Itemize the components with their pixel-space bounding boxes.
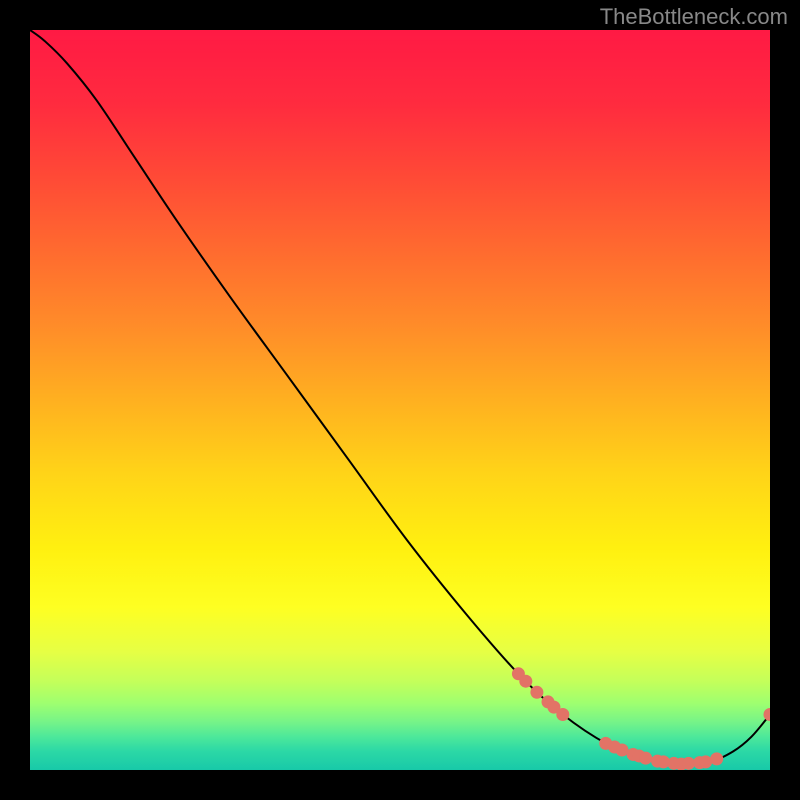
curve-marker <box>556 708 569 721</box>
curve-marker <box>639 752 652 765</box>
chart-area <box>30 30 770 770</box>
curve-marker <box>682 757 695 770</box>
curve-markers <box>512 667 770 770</box>
curve-marker <box>699 755 712 768</box>
watermark-text: TheBottleneck.com <box>600 4 788 30</box>
curve-marker <box>530 686 543 699</box>
chart-curve-layer <box>30 30 770 770</box>
curve-marker <box>616 744 629 757</box>
curve-marker <box>519 675 532 688</box>
curve-marker <box>764 708 771 721</box>
curve-marker <box>710 752 723 765</box>
bottleneck-curve <box>30 30 770 764</box>
